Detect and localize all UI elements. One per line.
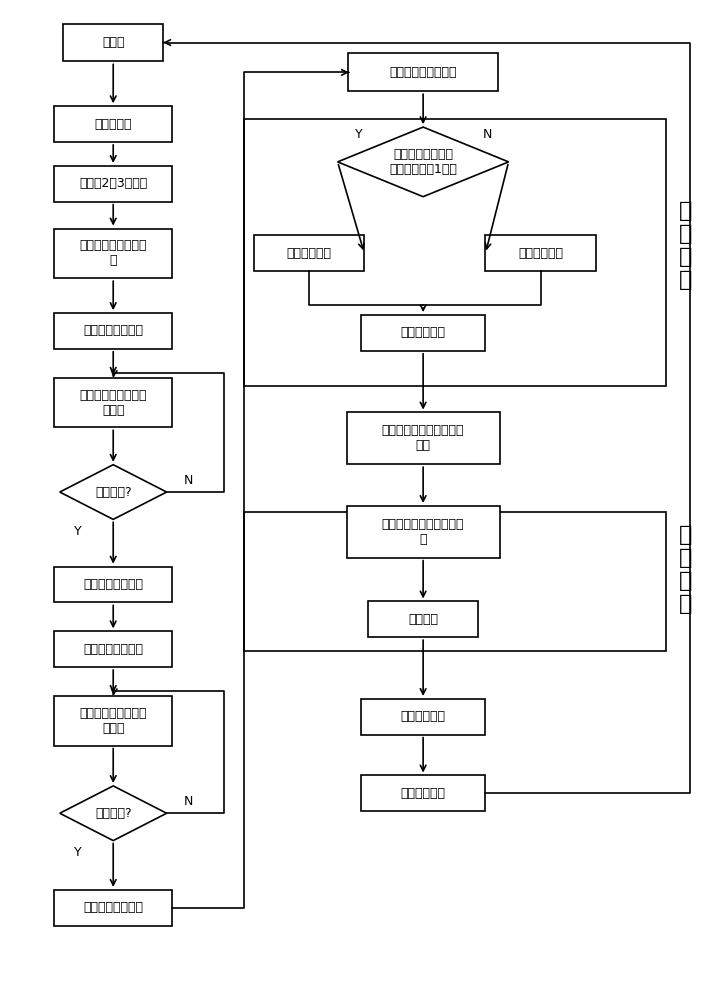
Text: Y: Y [74,525,81,538]
Bar [360,699,485,735]
Polygon shape [60,465,167,519]
Text: 初始化: 初始化 [102,36,124,49]
Text: 流
量
修
正: 流 量 修 正 [679,525,692,614]
Text: 整理起始点: 整理起始点 [95,118,132,131]
Text: Y: Y [74,846,81,859]
Bar [55,567,172,602]
Text: N: N [183,474,192,487]
Text: 写入顺流测量的三个
屏蔽值: 写入顺流测量的三个 屏蔽值 [80,389,147,417]
Bar [347,412,500,464]
Text: 由温度查表线性插值得到
声速: 由温度查表线性插值得到 声速 [382,424,465,452]
Bar [348,53,498,91]
Bar [63,24,163,61]
Bar [360,315,485,351]
Text: 时
差
修
正: 时 差 修 正 [679,201,692,290]
Bar [254,235,364,271]
Text: 加上一个周期: 加上一个周期 [518,247,563,260]
Bar [55,378,172,427]
Text: 计算各起始点屏蔽时
间: 计算各起始点屏蔽时 间 [80,239,147,267]
Bar [55,229,172,278]
Text: Y: Y [355,128,363,141]
Bar [347,506,500,558]
Bar [55,106,172,142]
Text: 查表线性插值得到修正系
数: 查表线性插值得到修正系 数 [382,518,465,546]
Text: 测量完成?: 测量完成? [95,486,131,499]
Text: N: N [183,795,192,808]
Bar [485,235,596,271]
Bar [55,166,172,202]
Bar [243,512,666,651]
Text: N: N [482,128,492,141]
Text: 顺、逆流对应传输
时间差值大于1周期: 顺、逆流对应传输 时间差值大于1周期 [389,148,457,176]
Text: 计算累计流量: 计算累计流量 [401,710,446,723]
Text: 读取逆流测量结果: 读取逆流测量结果 [83,901,143,914]
Text: 读取顺流测量结果: 读取顺流测量结果 [83,578,143,591]
Text: 启动正向时差测量: 启动正向时差测量 [83,324,143,337]
Polygon shape [337,127,508,197]
Text: 下次测量就绪: 下次测量就绪 [401,787,446,800]
Text: 计算顺、逆传输时间: 计算顺、逆传输时间 [389,66,457,79]
Text: 流量修正: 流量修正 [408,613,438,626]
Polygon shape [60,786,167,841]
Text: 启动逆向时差测量: 启动逆向时差测量 [83,643,143,656]
Text: 测量完成?: 测量完成? [95,807,131,820]
Bar [360,775,485,811]
Bar [368,601,478,637]
Bar [55,696,172,746]
Bar [55,631,172,667]
Text: 减去一个周期: 减去一个周期 [286,247,332,260]
Bar [243,119,666,386]
Text: 取三次平均值: 取三次平均值 [401,326,446,339]
Bar [55,890,172,926]
Bar [55,313,172,349]
Text: 写入逆流测量的三个
屏蔽值: 写入逆流测量的三个 屏蔽值 [80,707,147,735]
Text: 设定第2、3起始点: 设定第2、3起始点 [79,177,147,190]
